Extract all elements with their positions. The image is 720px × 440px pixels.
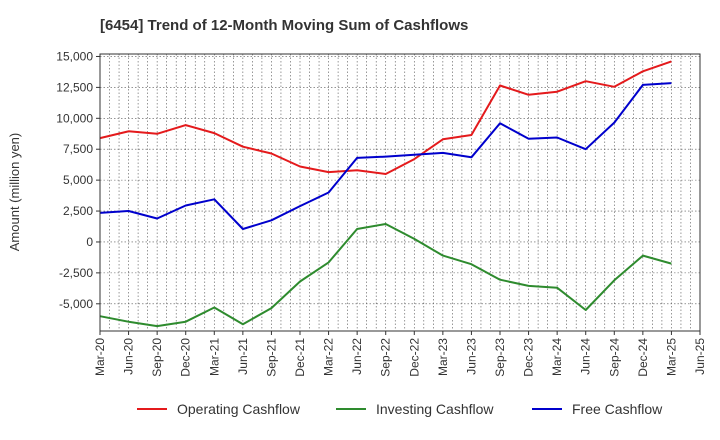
x-tick-label: Mar-25: [664, 338, 678, 376]
x-tick-label: Dec-22: [407, 338, 421, 377]
legend-label: Free Cashflow: [572, 401, 663, 417]
y-tick-label: 15,000: [56, 49, 93, 63]
x-tick-label: Sep-23: [493, 338, 507, 377]
x-tick-label: Dec-24: [636, 338, 650, 377]
grid: [100, 54, 700, 331]
x-axis-ticks: Mar-20 Jun-20 Sep-20 Dec-20 Mar-21 Jun-21 Sep-…: [93, 331, 707, 377]
legend: Operating Cashflow Investing Cashflow Free…: [137, 401, 663, 417]
series-line-operating-cashflow: [99, 60, 672, 175]
y-axis-ticks: 15,000 12,500 10,000 7,500 5,000 2,500 0 -2,500…: [56, 49, 100, 311]
y-tick-label: 12,500: [56, 80, 93, 94]
series-lines: [99, 60, 672, 328]
x-tick-label: Jun-22: [350, 338, 364, 375]
x-tick-label: Sep-20: [150, 338, 164, 377]
plot-frame: [99, 53, 701, 332]
x-tick-label: Dec-20: [179, 338, 193, 377]
x-tick-label: Jun-24: [579, 338, 593, 375]
y-tick-label: 2,500: [63, 204, 93, 218]
y-tick-label: -2,500: [59, 266, 93, 280]
series-line-investing-cashflow: [99, 223, 672, 328]
x-tick-label: Dec-23: [522, 338, 536, 377]
legend-label: Investing Cashflow: [376, 401, 494, 417]
x-tick-label: Mar-21: [207, 338, 221, 376]
x-tick-label: Mar-20: [93, 338, 107, 376]
x-tick-label: Sep-21: [264, 338, 278, 377]
x-tick-label: Sep-24: [607, 338, 621, 377]
x-tick-label: Mar-23: [436, 338, 450, 376]
y-tick-label: 10,000: [56, 111, 93, 125]
y-tick-label: 0: [86, 235, 93, 249]
x-tick-label: Jun-25: [693, 338, 707, 375]
x-tick-label: Jun-23: [464, 338, 478, 375]
series-line-free-cashflow: [99, 82, 672, 230]
y-tick-label: -5,000: [59, 297, 93, 311]
y-tick-label: 7,500: [63, 142, 93, 156]
y-axis-label: Amount (million yen): [7, 133, 22, 252]
legend-label: Operating Cashflow: [177, 401, 301, 417]
x-tick-label: Jun-21: [236, 338, 250, 375]
y-tick-label: 5,000: [63, 173, 93, 187]
x-tick-label: Sep-22: [379, 338, 393, 377]
chart-title: [6454] Trend of 12-Month Moving Sum of C…: [100, 17, 468, 34]
x-tick-label: Mar-22: [322, 338, 336, 376]
x-tick-label: Mar-24: [550, 338, 564, 376]
x-tick-label: Dec-21: [293, 338, 307, 377]
x-tick-label: Jun-20: [122, 338, 136, 375]
